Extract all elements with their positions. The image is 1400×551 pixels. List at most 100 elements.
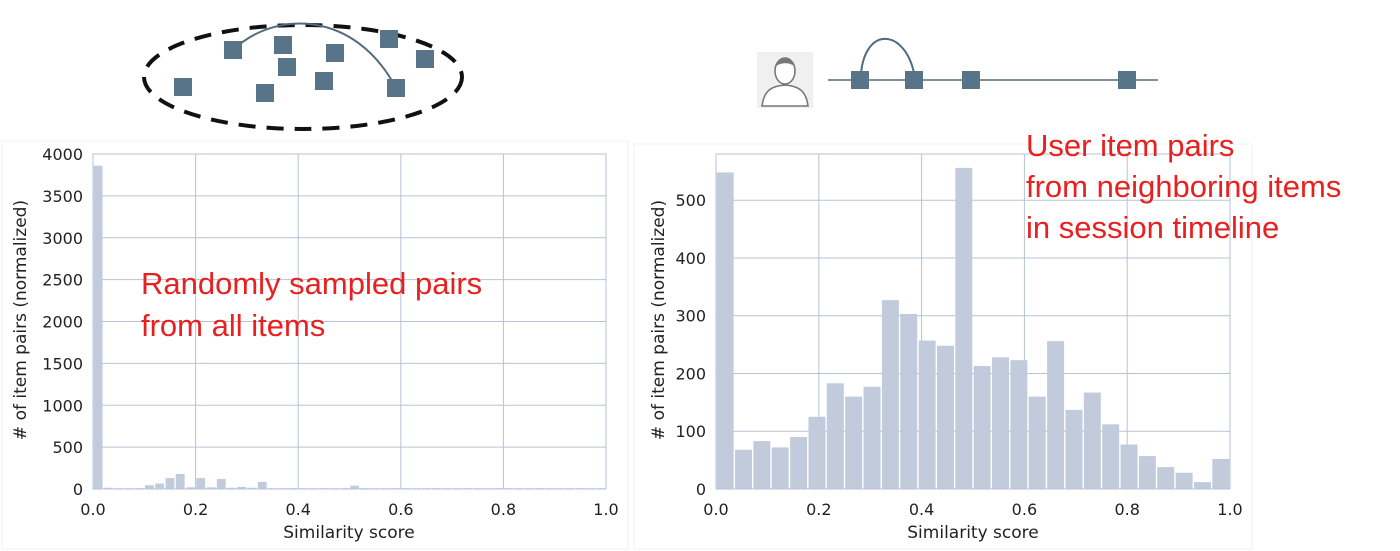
left-histogram-bar xyxy=(103,487,113,489)
right-histogram-bar xyxy=(937,345,954,489)
cluster-node xyxy=(380,30,398,48)
right-histogram-bar xyxy=(992,357,1009,489)
left-x-tick-label: 0.6 xyxy=(388,500,413,519)
right-histogram-bar xyxy=(845,396,863,489)
right-histogram: 0 100 200 300 400 500 0.0 0.2 0.4 0.6 0.8 1.0 Simi… xyxy=(649,128,1341,543)
right-histogram-bar xyxy=(1194,482,1211,489)
right-histogram-bar xyxy=(808,416,826,489)
left-annotation-line-2: from all items xyxy=(141,308,325,343)
right-y-tick-label: 0 xyxy=(696,480,706,499)
right-bars xyxy=(716,167,1230,490)
right-histogram-bar xyxy=(753,441,771,489)
right-histogram-bar xyxy=(973,365,991,489)
item-cluster-illustration xyxy=(142,22,464,131)
left-y-tick-label: 2500 xyxy=(42,271,83,290)
right-histogram-bar xyxy=(1065,409,1083,489)
right-histogram-bar xyxy=(1138,456,1156,489)
session-node xyxy=(1118,71,1136,89)
session-link-arc xyxy=(860,37,915,74)
right-histogram-bar xyxy=(1102,424,1120,489)
right-y-tick-label: 200 xyxy=(675,364,706,383)
right-y-tick-label: 300 xyxy=(675,307,706,326)
right-histogram-bar xyxy=(1212,458,1230,489)
cluster-node xyxy=(174,78,192,96)
right-histogram-bar xyxy=(1047,341,1065,489)
right-x-tick-label: 0.8 xyxy=(1114,500,1139,519)
left-histogram-bar xyxy=(165,478,175,489)
left-histogram-bar xyxy=(206,487,216,489)
left-y-tick-label: 1500 xyxy=(42,354,83,373)
right-histogram-bar xyxy=(1010,360,1028,489)
right-annotation-line-2: from neighboring items xyxy=(1026,169,1341,204)
right-histogram-bar xyxy=(863,386,881,489)
left-panel-frame xyxy=(1,140,629,550)
left-annotation-line-1: Randomly sampled pairs xyxy=(141,266,482,301)
left-histogram-bar xyxy=(237,486,247,489)
right-histogram-bar xyxy=(716,172,734,489)
cluster-node xyxy=(387,79,405,97)
left-y-tick-label: 4000 xyxy=(42,145,83,164)
cluster-node xyxy=(278,58,296,76)
session-node xyxy=(851,71,869,89)
cluster-node xyxy=(256,84,274,102)
left-histogram-bar xyxy=(257,481,267,489)
right-y-tick-label: 100 xyxy=(675,422,706,441)
left-x-tick-labels: 0.0 0.2 0.4 0.6 0.8 1.0 xyxy=(80,500,618,519)
cluster-node xyxy=(274,36,292,54)
right-histogram-bar xyxy=(1157,467,1175,489)
left-histogram-bar xyxy=(216,478,226,489)
session-node xyxy=(962,71,980,89)
right-histogram-bar xyxy=(1083,392,1101,489)
left-y-tick-label: 3000 xyxy=(42,229,83,248)
right-y-tick-label: 500 xyxy=(675,191,706,210)
left-x-tick-label: 1.0 xyxy=(593,500,618,519)
right-histogram-bar xyxy=(1120,444,1138,489)
left-x-tick-label: 0.0 xyxy=(80,500,105,519)
right-x-tick-label: 1.0 xyxy=(1217,500,1242,519)
left-plot-border xyxy=(92,153,607,490)
left-y-tick-label: 2000 xyxy=(42,313,83,332)
right-histogram-bar xyxy=(955,167,973,490)
left-y-tick-label: 0 xyxy=(73,480,83,499)
right-y-tick-labels: 0 100 200 300 400 500 xyxy=(675,191,706,499)
left-histogram-bar xyxy=(155,483,165,489)
left-y-tick-label: 3500 xyxy=(42,187,83,206)
session-illustration xyxy=(757,37,1158,108)
right-histogram-bar xyxy=(771,447,789,489)
left-histogram-bar xyxy=(175,473,185,489)
right-plot-border xyxy=(715,153,1231,490)
right-x-tick-label: 0.6 xyxy=(1012,500,1037,519)
cluster-node xyxy=(326,44,344,62)
right-histogram-bar xyxy=(826,383,844,489)
right-x-tick-label: 0.4 xyxy=(909,500,934,519)
right-y-tick-label: 400 xyxy=(675,249,706,268)
left-y-tick-labels: 0 500 1000 1500 2000 2500 3000 3500 4000 xyxy=(42,145,83,499)
left-histogram-bar xyxy=(227,487,236,489)
left-x-tick-label: 0.2 xyxy=(183,500,208,519)
cluster-link-arc xyxy=(232,22,397,89)
right-x-tick-label: 0.0 xyxy=(703,500,728,519)
right-histogram-bar xyxy=(1028,396,1046,489)
right-histogram-bar xyxy=(881,300,899,489)
right-histogram-bar xyxy=(735,449,752,489)
right-x-axis-label: Similarity score xyxy=(907,523,1038,543)
right-histogram-bar xyxy=(918,340,936,489)
session-node xyxy=(905,71,923,89)
left-x-tick-label: 0.4 xyxy=(285,500,310,519)
left-histogram-bar xyxy=(145,485,154,489)
right-histogram-bar xyxy=(1175,472,1193,489)
cluster-node xyxy=(224,41,242,59)
left-histogram-bar xyxy=(196,478,206,489)
left-histogram: 0 500 1000 1500 2000 2500 3000 3500 4000 0.0 0.2 0… xyxy=(11,145,619,543)
left-y-tick-label: 1000 xyxy=(42,396,83,415)
left-y-tick-label: 500 xyxy=(52,438,83,457)
left-histogram-bar xyxy=(350,485,360,489)
left-histogram-bar xyxy=(186,487,195,489)
right-histogram-bar xyxy=(790,437,808,489)
left-histogram-bar xyxy=(247,487,257,489)
right-histogram-bar xyxy=(900,313,918,489)
cluster-node xyxy=(315,72,333,90)
left-x-axis-label: Similarity score xyxy=(283,523,414,543)
user-avatar-icon xyxy=(757,52,813,108)
